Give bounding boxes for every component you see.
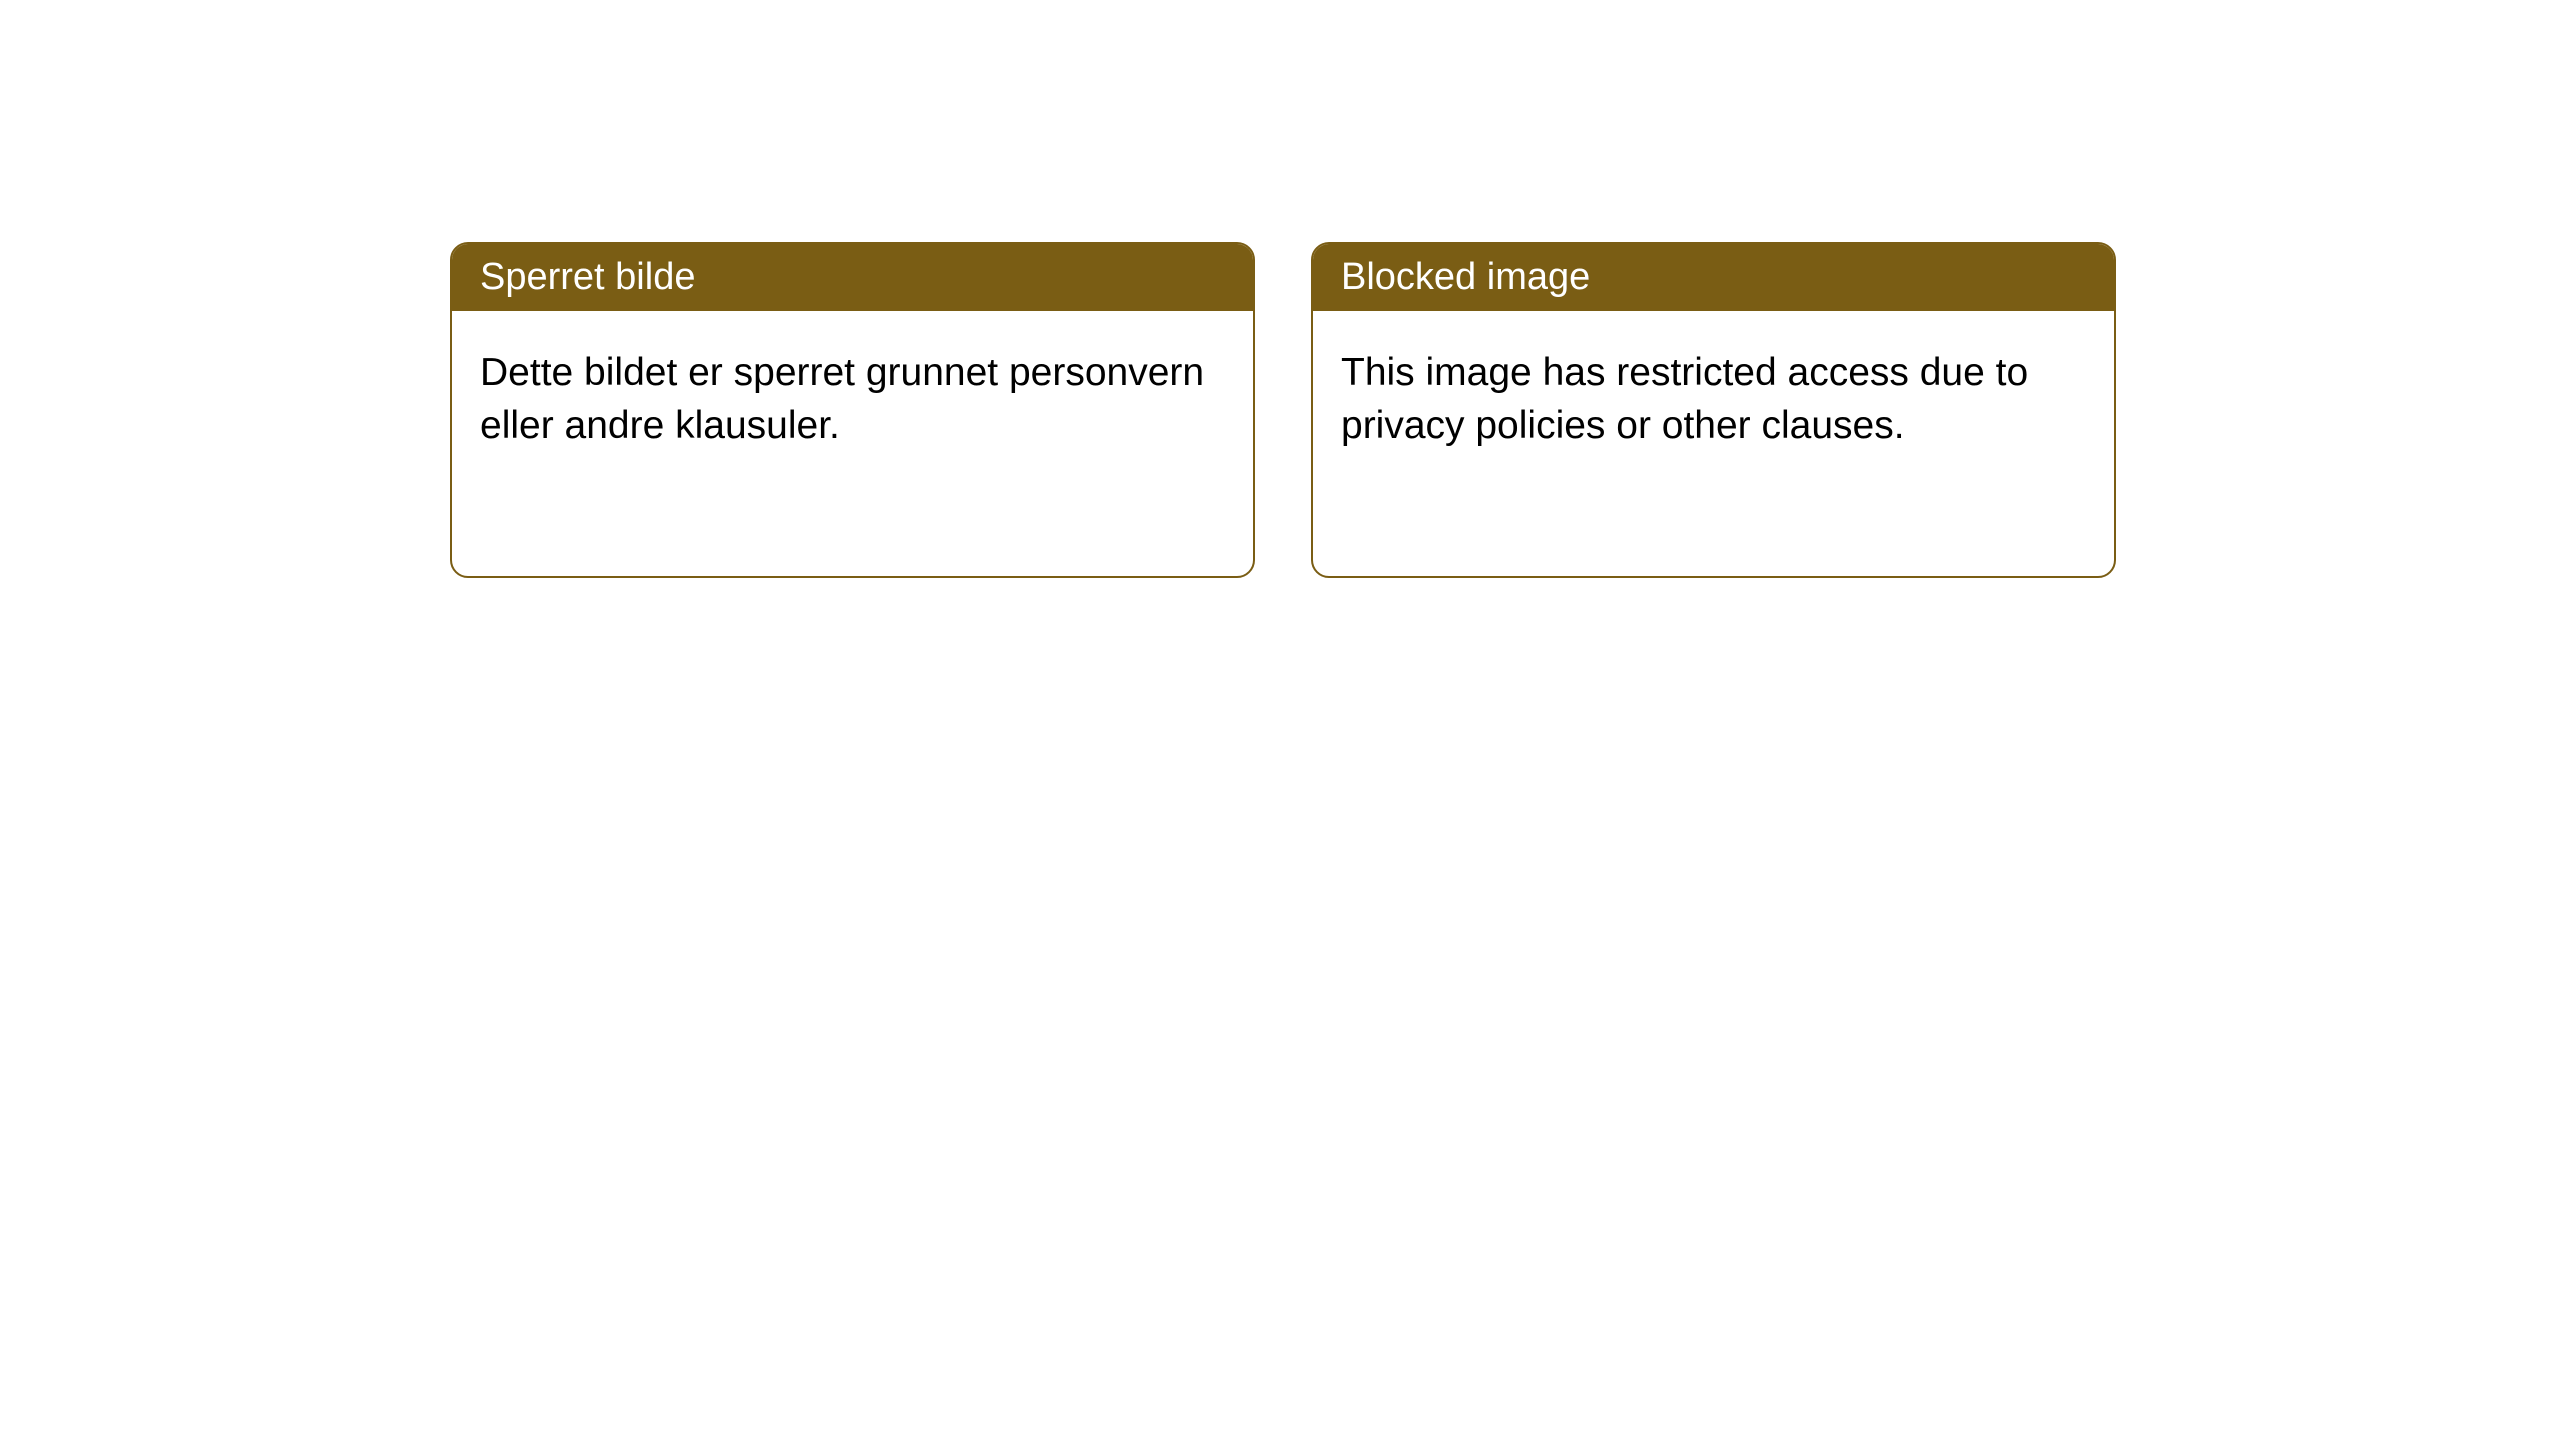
card-body: Dette bildet er sperret grunnet personve… (452, 311, 1253, 488)
card-header: Blocked image (1313, 244, 2114, 311)
card-title: Sperret bilde (480, 256, 695, 298)
card-body-text: This image has restricted access due to … (1341, 351, 2028, 447)
blocked-image-card-norwegian: Sperret bilde Dette bildet er sperret gr… (450, 242, 1255, 578)
card-title: Blocked image (1341, 256, 1590, 298)
blocked-image-card-english: Blocked image This image has restricted … (1311, 242, 2116, 578)
card-header: Sperret bilde (452, 244, 1253, 311)
card-body: This image has restricted access due to … (1313, 311, 2114, 488)
notice-container: Sperret bilde Dette bildet er sperret gr… (450, 242, 2116, 578)
card-body-text: Dette bildet er sperret grunnet personve… (480, 351, 1204, 447)
